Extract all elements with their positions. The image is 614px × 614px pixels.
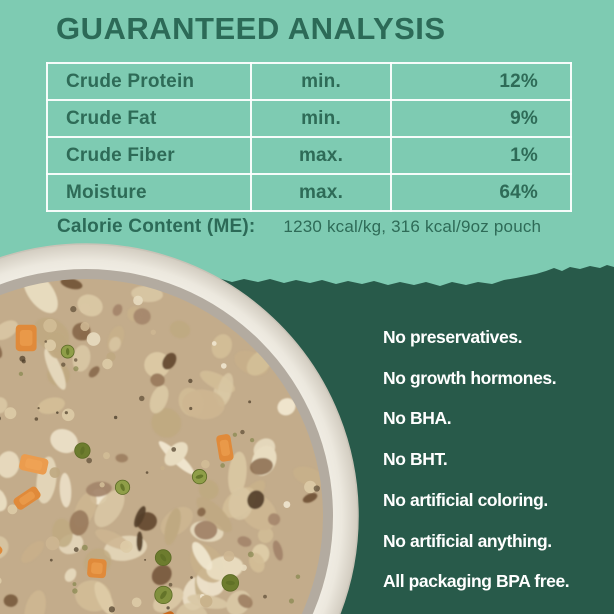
calorie-content-row: Calorie Content (ME): 1230 kcal/kg, 316 … — [57, 216, 557, 238]
nutrient-name: Crude Fat — [46, 99, 252, 138]
nutrient-value: 12% — [390, 62, 572, 101]
analysis-table: Crude Protein min. 12% Crude Fat min. 9%… — [46, 62, 572, 212]
calorie-content-value: 1230 kcal/kg, 316 kcal/9oz pouch — [283, 217, 542, 236]
nutrient-value: 64% — [390, 173, 572, 212]
food-surface — [0, 279, 323, 614]
analysis-row: Moisture max. 64% — [46, 173, 572, 212]
nutrient-value: 1% — [390, 136, 572, 175]
nutrient-qualifier: max. — [250, 136, 392, 175]
nutrient-name: Crude Protein — [46, 62, 252, 101]
analysis-row: Crude Protein min. 12% — [46, 62, 572, 101]
nutrient-qualifier: max. — [250, 173, 392, 212]
claim-item: No BHA. — [383, 408, 452, 429]
claim-item: No artificial anything. — [383, 530, 552, 551]
nutrient-qualifier: min. — [250, 99, 392, 138]
claim-item: No BHT. — [383, 449, 448, 470]
claims-list: No preservatives. No growth hormones. No… — [383, 317, 611, 602]
nutrient-name: Moisture — [46, 173, 252, 212]
analysis-row: Crude Fiber max. 1% — [46, 136, 572, 175]
calorie-content-label: Calorie Content (ME): — [57, 216, 256, 237]
dog-food-bowl-photo — [0, 243, 359, 614]
nutrient-name: Crude Fiber — [46, 136, 252, 175]
nutrient-qualifier: min. — [250, 62, 392, 101]
claim-item: All packaging BPA free. — [383, 571, 570, 592]
claim-item: No preservatives. — [383, 327, 523, 347]
nutrient-value: 9% — [390, 99, 572, 138]
section-title: GUARANTEED ANALYSIS — [56, 11, 446, 46]
claim-item: No artificial coloring. — [383, 489, 548, 510]
claim-item: No growth hormones. — [383, 367, 557, 388]
analysis-row: Crude Fat min. 9% — [46, 99, 572, 138]
